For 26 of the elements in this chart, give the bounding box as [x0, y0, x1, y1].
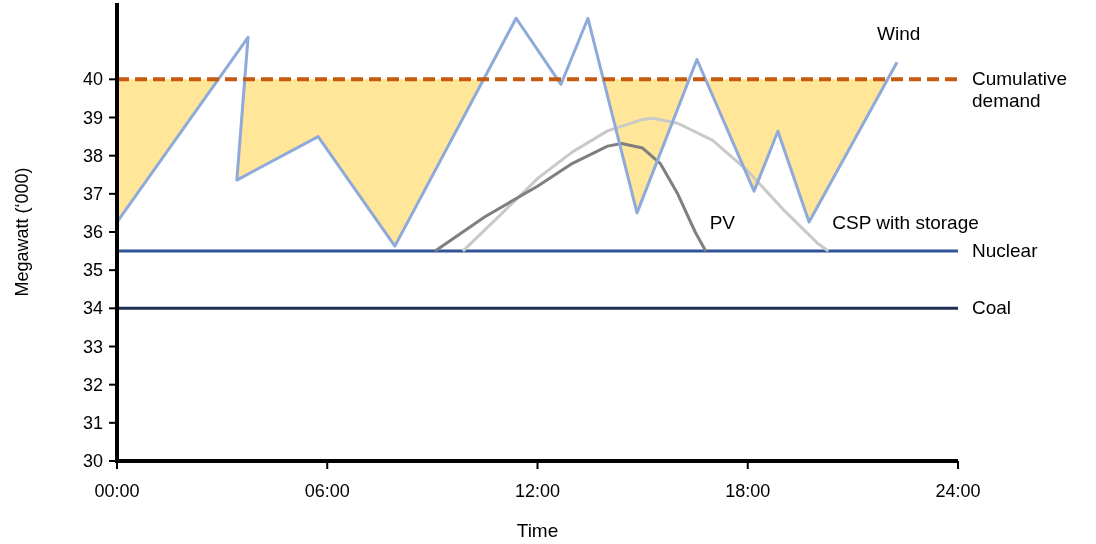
x-tick-label: 24:00	[935, 481, 981, 501]
y-tick-label: 34	[82, 298, 103, 319]
x-tick-label: 00:00	[94, 481, 140, 501]
x-tick-label: 18:00	[725, 481, 771, 501]
line-series	[461, 116, 830, 253]
y-tick-label: 40	[82, 69, 103, 90]
series-label: Cumulative demand	[972, 68, 1068, 112]
y-tick-label: 37	[82, 183, 103, 204]
y-axis-title: Megawatt (‘000)	[12, 167, 32, 297]
y-tick-label: 33	[82, 336, 103, 357]
y-tick-label: 31	[82, 412, 103, 433]
series-label: PV	[709, 212, 736, 234]
y-tick-label: 38	[82, 145, 103, 166]
series-label: Nuclear	[972, 240, 1039, 262]
y-tick-label: 36	[82, 222, 103, 242]
line-series	[433, 141, 708, 253]
y-tick-label: 35	[82, 260, 103, 281]
series-label: Wind	[877, 23, 921, 45]
y-tick-label: 32	[82, 374, 103, 395]
x-axis-title: Time	[516, 520, 559, 541]
series-label: CSP with storage	[832, 212, 979, 234]
x-tick-label: 06:00	[304, 481, 350, 501]
series-label: Coal	[972, 297, 1012, 319]
y-tick-label: 30	[82, 451, 103, 471]
y-tick-label: 39	[82, 107, 103, 128]
x-tick-label: 12:00	[514, 481, 561, 501]
